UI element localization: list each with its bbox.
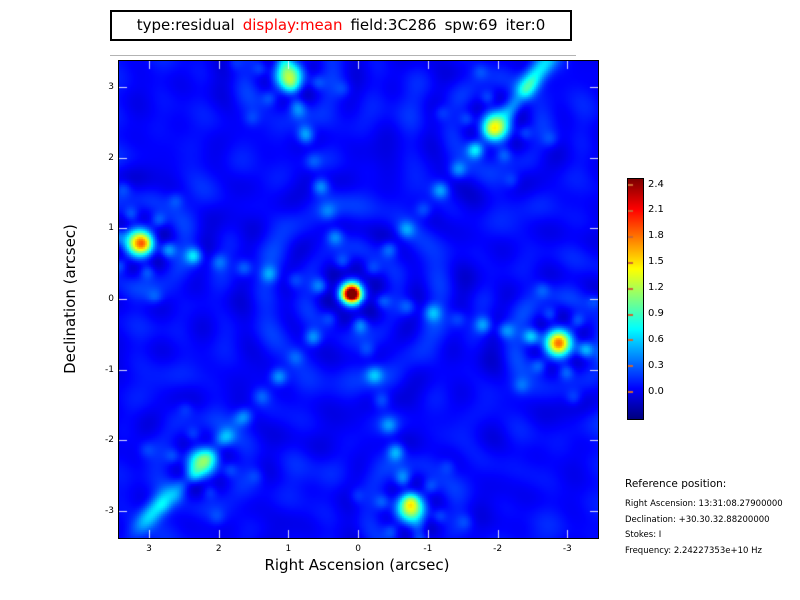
reference-line: Frequency: 2.24227353e+10 Hz xyxy=(625,545,762,556)
y-tick-label: -1 xyxy=(105,364,114,375)
x-axis-label: Right Ascension (arcsec) xyxy=(264,556,450,574)
reference-line: Declination: +30.30.32.88200000 xyxy=(625,514,770,525)
title-field: field:3C286 xyxy=(350,16,437,34)
colorbar-tick-label: 0.0 xyxy=(648,385,664,397)
colorbar-tick-label: 0.3 xyxy=(648,359,664,371)
title-display: display:mean xyxy=(242,16,343,34)
reference-heading: Reference position: xyxy=(625,478,727,490)
y-tick-label: 3 xyxy=(108,82,114,93)
title-underline xyxy=(110,55,576,56)
reference-position-block: Reference position: Right Ascension: 13:… xyxy=(625,478,797,559)
x-tick-label: -2 xyxy=(493,544,503,554)
colorbar-tick-label: 0.6 xyxy=(648,333,664,345)
residual-image-canvas[interactable] xyxy=(119,61,598,538)
y-tick-label: 0 xyxy=(108,294,114,305)
x-tick-label: -3 xyxy=(562,544,572,554)
title-type: type:residual xyxy=(136,16,235,34)
colorbar-gradient xyxy=(628,179,643,419)
colorbar-tick-label: 2.1 xyxy=(648,204,664,216)
colorbar-tick-label: 0.9 xyxy=(648,308,664,320)
image-plot-area xyxy=(118,60,599,539)
x-tick-label: 3 xyxy=(146,544,152,554)
y-tick-label: 1 xyxy=(108,223,114,234)
x-tick-label: 2 xyxy=(215,544,222,554)
reference-lines: Right Ascension: 13:31:08.27900000 Declin… xyxy=(625,497,797,559)
y-tick-label: -3 xyxy=(105,506,114,517)
colorbar xyxy=(627,178,644,420)
y-tick-label: 2 xyxy=(108,152,114,163)
colorbar-tick-label: 1.8 xyxy=(648,230,664,242)
reference-line: Right Ascension: 13:31:08.27900000 xyxy=(625,499,783,509)
colorbar-tick-label: 2.4 xyxy=(648,178,664,190)
x-tick-label: -1 xyxy=(423,544,433,554)
x-tick-label: 1 xyxy=(285,544,292,554)
y-tick-label: -2 xyxy=(105,435,114,446)
colorbar-tick-label: 1.2 xyxy=(648,282,664,294)
y-axis-label: Declination (arcsec) xyxy=(61,224,79,374)
plot-title-box: type:residual display:mean field:3C286 spw:… xyxy=(110,10,572,41)
x-tick-label: 0 xyxy=(355,544,361,554)
title-iter: iter:0 xyxy=(505,16,546,34)
title-spw: spw:69 xyxy=(444,16,498,34)
colorbar-tick-label: 1.5 xyxy=(648,256,664,268)
reference-line: Stokes: I xyxy=(625,530,662,540)
